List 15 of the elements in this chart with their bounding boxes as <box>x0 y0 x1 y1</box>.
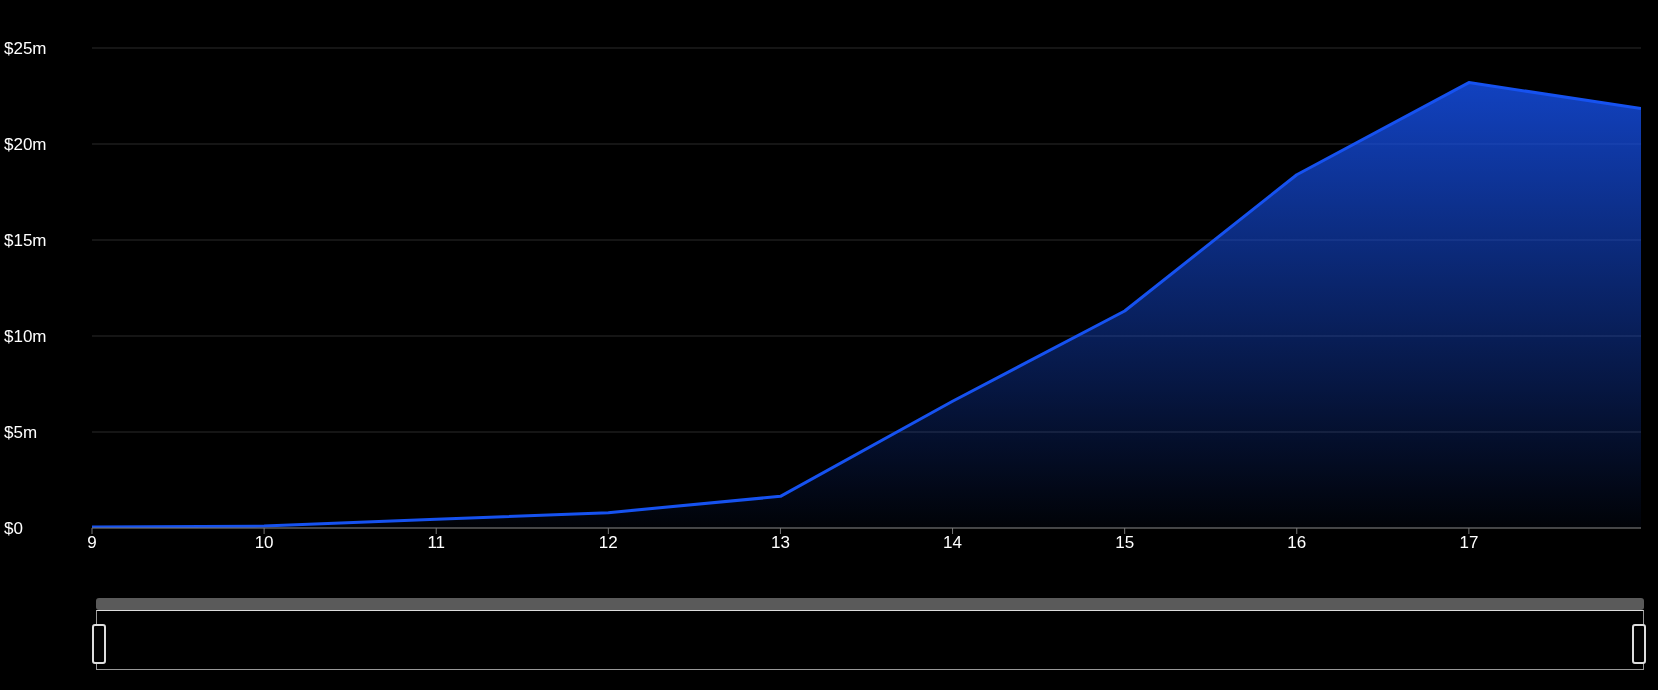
x-tick-label: 10 <box>254 533 274 553</box>
y-tick-label: $25m <box>4 39 47 59</box>
x-tick-label: 9 <box>87 533 97 553</box>
y-tick-label: $15m <box>4 231 47 251</box>
x-tick-label: 13 <box>770 533 790 553</box>
y-tick-label: $0 <box>4 519 23 539</box>
x-tick-label: 15 <box>1115 533 1135 553</box>
y-tick-label: $10m <box>4 327 47 347</box>
y-tick-label: $20m <box>4 135 47 155</box>
x-tick-label: 14 <box>943 533 963 553</box>
x-tick-label: 16 <box>1287 533 1307 553</box>
x-tick-label: 11 <box>427 533 446 553</box>
x-tick-label: 12 <box>598 533 618 553</box>
y-tick-label: $5m <box>4 423 38 443</box>
x-tick-label: 17 <box>1459 533 1479 553</box>
